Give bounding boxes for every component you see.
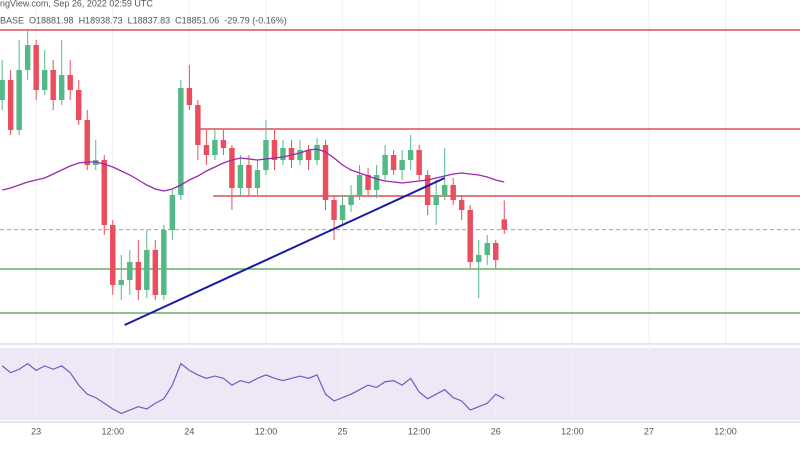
candle-body bbox=[246, 165, 252, 188]
candle-body bbox=[229, 148, 235, 188]
candle-body bbox=[356, 175, 363, 195]
candle-body bbox=[212, 140, 218, 155]
x-tick-label: 25 bbox=[338, 426, 348, 436]
candle-body bbox=[161, 230, 167, 295]
candle-body bbox=[118, 280, 124, 285]
candle-body bbox=[84, 120, 90, 165]
header-field: BASE bbox=[0, 15, 24, 25]
candle-body bbox=[501, 219, 507, 230]
candle-body bbox=[178, 88, 184, 195]
candle-body bbox=[271, 140, 278, 160]
candle-body bbox=[314, 145, 320, 160]
candle-body bbox=[237, 165, 244, 188]
header-ohlc: BASE O18881.98 H18938.73 L18837.83 C18851.06… bbox=[0, 15, 287, 25]
candle-body bbox=[399, 160, 405, 170]
candle-body bbox=[16, 70, 22, 130]
candle-body bbox=[144, 250, 150, 290]
x-tick-label: 12:00 bbox=[408, 426, 431, 436]
candle-body bbox=[110, 225, 116, 285]
candle-body bbox=[263, 140, 269, 170]
header-field: C18851.06 bbox=[175, 15, 219, 25]
candle-body bbox=[58, 75, 65, 100]
x-tick-label: 27 bbox=[644, 426, 654, 436]
x-tick-label: 12:00 bbox=[714, 426, 737, 436]
candle-body bbox=[280, 148, 286, 160]
candle-body bbox=[416, 150, 422, 175]
candle-body bbox=[152, 250, 159, 295]
header-source: ngView.com, Sep 26, 2022 02:59 UTC bbox=[0, 0, 153, 8]
x-tick-label: 24 bbox=[184, 426, 194, 436]
header-field: H18938.73 bbox=[79, 15, 123, 25]
candle-body bbox=[101, 160, 107, 225]
candle-body bbox=[76, 90, 82, 120]
marks bbox=[0, 29, 800, 415]
candle-body bbox=[254, 170, 261, 188]
candle-body bbox=[365, 175, 371, 190]
candle-body bbox=[220, 140, 227, 148]
candle-body bbox=[0, 80, 5, 100]
candle-body bbox=[186, 88, 193, 105]
candle-body bbox=[382, 155, 388, 175]
trendline bbox=[124, 177, 446, 326]
x-tick-label: 12:00 bbox=[255, 426, 278, 436]
candle-body bbox=[458, 200, 465, 210]
candle-body bbox=[7, 80, 14, 130]
header-field: -29.79 (-0.16%) bbox=[224, 15, 287, 25]
header-field: L18837.83 bbox=[128, 15, 171, 25]
candle-body bbox=[493, 243, 499, 260]
candle-body bbox=[135, 262, 142, 290]
x-tick-label: 23 bbox=[31, 426, 41, 436]
x-tick-label: 12:00 bbox=[561, 426, 584, 436]
candle-body bbox=[467, 210, 473, 262]
candle-body bbox=[24, 45, 31, 70]
candle-body bbox=[50, 70, 56, 100]
rsi-line bbox=[1, 362, 505, 415]
candle-body bbox=[450, 185, 456, 200]
candle-body bbox=[67, 75, 73, 90]
x-tick-label: 26 bbox=[491, 426, 501, 436]
candle-body bbox=[127, 262, 133, 280]
header-field: O18881.98 bbox=[29, 15, 74, 25]
candle-body bbox=[433, 195, 439, 205]
candle-body bbox=[195, 105, 201, 145]
candle-body bbox=[33, 45, 39, 90]
candle-body bbox=[476, 255, 482, 262]
candle-body bbox=[331, 200, 337, 220]
candle-body bbox=[169, 195, 176, 230]
candle-body bbox=[407, 150, 414, 160]
candle-body bbox=[297, 150, 303, 160]
candle-body bbox=[339, 205, 346, 220]
x-tick-label: 12:00 bbox=[102, 426, 125, 436]
candle-body bbox=[373, 175, 380, 190]
candle-body bbox=[322, 145, 329, 200]
candle-body bbox=[441, 185, 448, 195]
candle-body bbox=[348, 195, 354, 205]
candle-body bbox=[305, 150, 312, 160]
candle-body bbox=[288, 148, 295, 160]
moving-average bbox=[1, 148, 505, 192]
candle-body bbox=[424, 175, 431, 205]
candle-body bbox=[203, 145, 210, 155]
candle-body bbox=[41, 70, 48, 90]
candle-body bbox=[484, 243, 490, 255]
candle-body bbox=[390, 155, 397, 170]
